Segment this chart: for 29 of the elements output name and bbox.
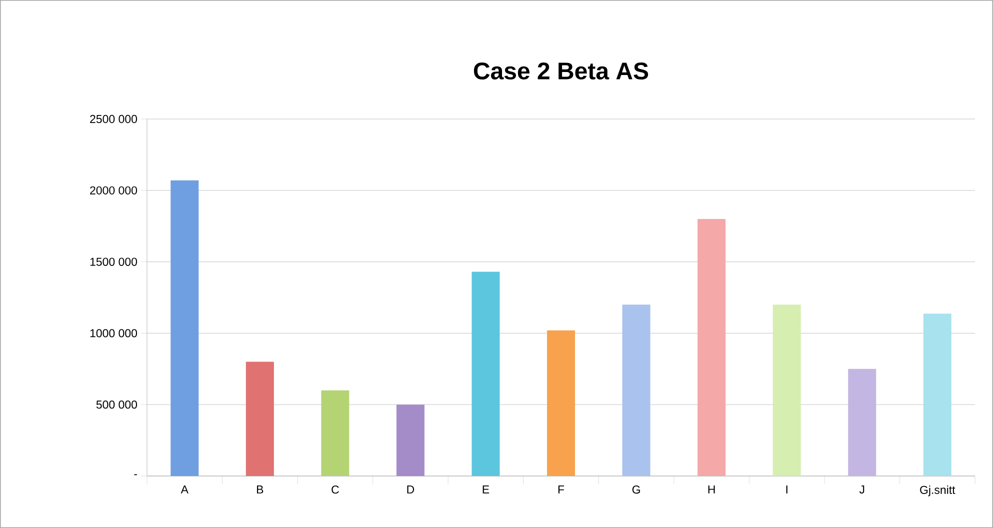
chart-title: Case 2 Beta AS [474, 62, 648, 80]
bar [246, 362, 274, 476]
bar [396, 404, 424, 476]
bar [472, 272, 500, 476]
x-tick-label: B [257, 486, 264, 494]
bar [923, 314, 952, 476]
x-tick-label: I [786, 486, 788, 494]
y-tick-label: 500 000 [96, 400, 138, 409]
bar [547, 330, 576, 476]
bar [622, 304, 650, 476]
x-tick-label: E [482, 486, 490, 494]
bar [170, 180, 199, 476]
y-tick-label: 2500 000 [90, 114, 138, 124]
x-tick-label: D [407, 486, 414, 494]
y-tick-label: 1000 000 [90, 329, 138, 338]
y-tick-label: - [134, 474, 137, 476]
bar [698, 218, 726, 476]
x-tick-label: F [558, 486, 564, 494]
y-tick-label: 2000 000 [90, 186, 138, 194]
y-tick-label: 1500 000 [90, 258, 138, 266]
bar [772, 304, 801, 476]
x-tick-label: A [180, 486, 188, 494]
x-tick-label: J [859, 486, 864, 494]
x-tick-label: C [332, 486, 339, 494]
bar [321, 390, 350, 476]
x-tick-label: G [632, 486, 640, 494]
bar [848, 368, 876, 476]
x-tick-label: Gj.snitt [920, 486, 956, 496]
x-tick-label: H [708, 486, 715, 494]
